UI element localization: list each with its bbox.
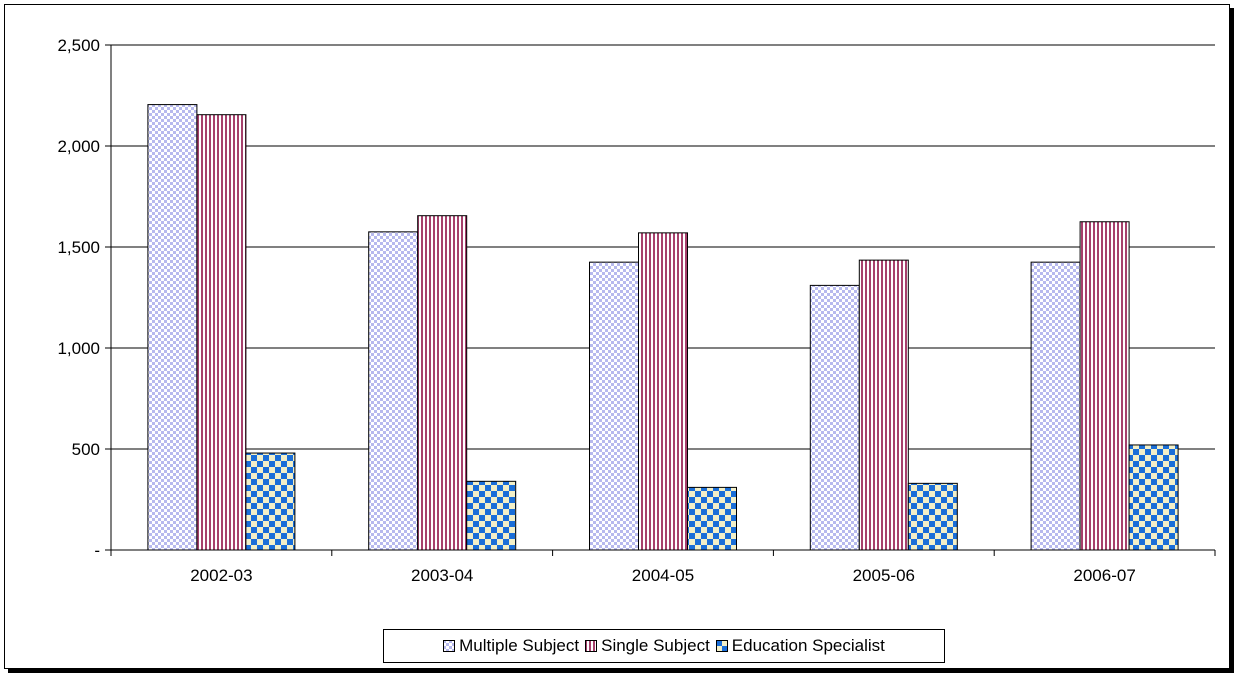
- legend-item: Education Specialist: [715, 636, 885, 656]
- legend-label: Single Subject: [601, 636, 710, 655]
- y-tick-label: 1,500: [57, 238, 100, 257]
- bar-multiple-subject: [147, 104, 198, 551]
- x-axis-ticks: 2002-03 2003-04 2004-05 2005-06 2006-07: [110, 550, 1216, 585]
- legend-swatch: [715, 640, 728, 652]
- bar-education-specialist: [1128, 444, 1179, 551]
- legend-swatch: [585, 640, 598, 652]
- y-tick-label: 500: [72, 440, 100, 459]
- legend-label: Education Specialist: [731, 636, 885, 655]
- y-tick-label: -: [94, 541, 100, 560]
- legend-item: Single Subject: [585, 636, 710, 656]
- y-tick-label: 2,000: [57, 137, 100, 156]
- legend-label: Multiple Subject: [459, 636, 580, 655]
- bar-education-specialist: [466, 480, 517, 551]
- y-tick-label: 1,000: [57, 339, 100, 358]
- bar-single-subject: [1079, 221, 1130, 551]
- bar-multiple-subject: [589, 261, 639, 551]
- x-tick-label: 2002-03: [190, 566, 252, 585]
- y-axis-ticks: - 500 1,000 1,500 2,000 2,500: [57, 36, 111, 560]
- x-tick-label: 2003-04: [411, 566, 473, 585]
- bar-multiple-subject: [368, 231, 419, 551]
- x-tick-label: 2004-05: [632, 566, 694, 585]
- bar-education-specialist: [245, 452, 296, 551]
- y-tick-label: 2,500: [57, 36, 100, 55]
- bars: [147, 104, 1179, 551]
- bar-single-subject: [858, 259, 909, 551]
- bar-multiple-subject: [1030, 261, 1081, 551]
- legend-swatch: [443, 640, 456, 652]
- bar-single-subject: [638, 232, 688, 551]
- legend-item: Multiple Subject: [443, 636, 579, 656]
- bar-education-specialist: [907, 482, 958, 551]
- bar-education-specialist: [687, 486, 737, 551]
- x-tick-label: 2006-07: [1073, 566, 1135, 585]
- bar-single-subject: [417, 215, 468, 551]
- axes: [110, 45, 1215, 551]
- legend: Multiple Subject Single Subject Education …: [383, 629, 945, 663]
- chart-frame: -500 1,000 1,500 2,000 2,500 2002-03 2003-04 2…: [4, 4, 1230, 669]
- bar-multiple-subject: [809, 284, 860, 551]
- bar-single-subject: [196, 114, 247, 551]
- x-tick-label: 2005-06: [853, 566, 915, 585]
